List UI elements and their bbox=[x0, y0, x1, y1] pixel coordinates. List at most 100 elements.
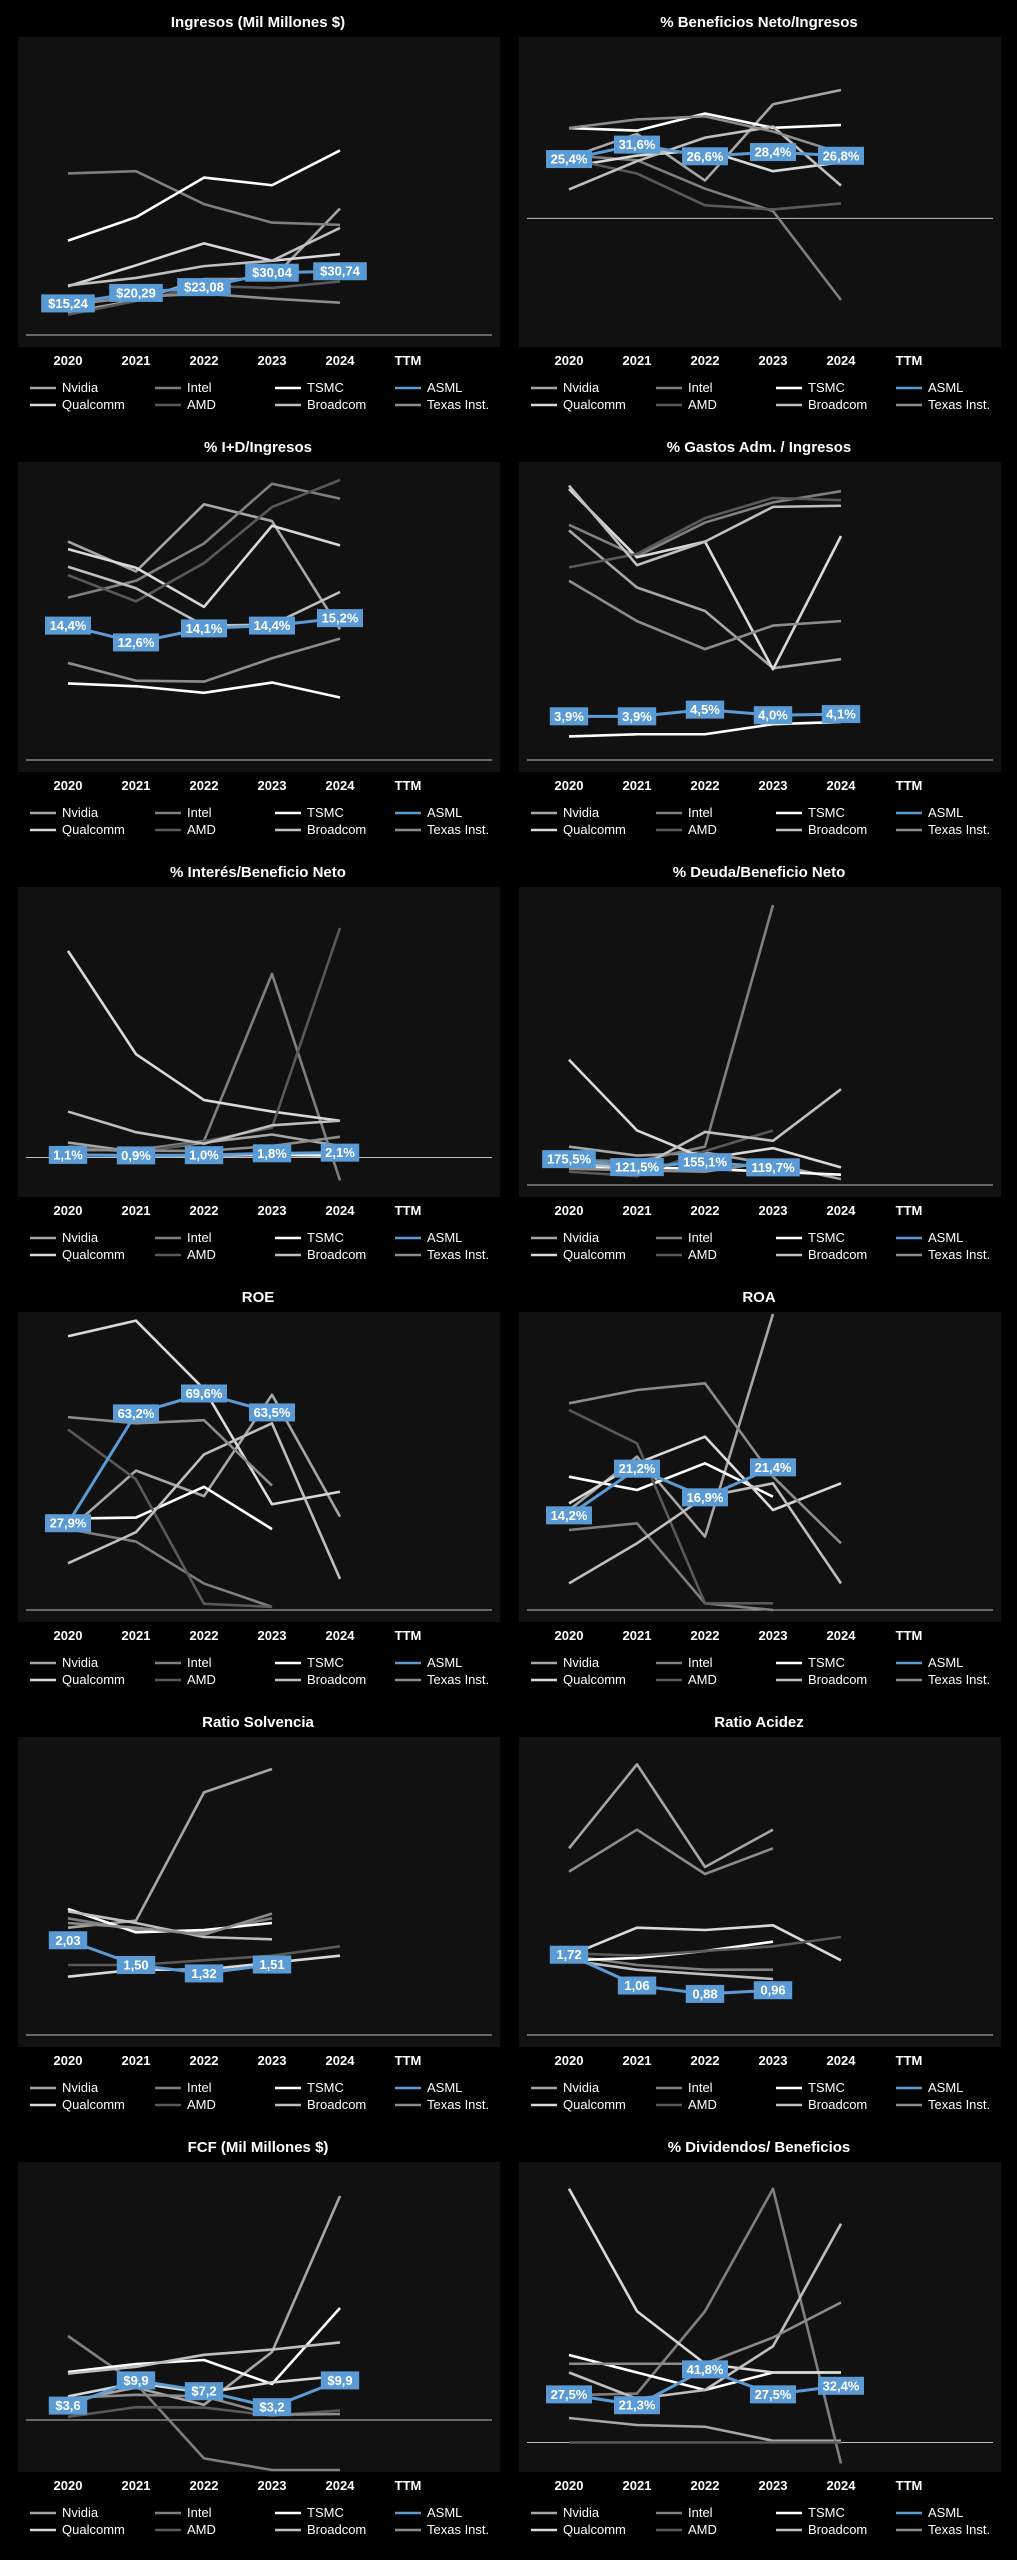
data-label-box bbox=[818, 2376, 864, 2395]
series-line-tsmc bbox=[67, 2307, 341, 2386]
data-label: 1,0% bbox=[189, 1148, 219, 1163]
x-tick-label: 2024 bbox=[827, 2478, 857, 2493]
data-label: 4,1% bbox=[826, 707, 856, 722]
x-tick-label: 2021 bbox=[623, 2053, 652, 2068]
x-tick-label: 2023 bbox=[759, 1203, 788, 1218]
chart-title: % Dividendos/ Beneficios bbox=[668, 2139, 851, 2156]
legend-label-asml: ASML bbox=[928, 2080, 963, 2095]
x-tick-label: TTM bbox=[896, 2478, 923, 2493]
x-tick-label: 2020 bbox=[555, 1203, 584, 1218]
data-label-box bbox=[317, 609, 363, 628]
x-tick-label: 2024 bbox=[827, 1628, 857, 1643]
series-line-texas-inst bbox=[67, 637, 341, 683]
legend-label-amd: AMD bbox=[187, 2097, 216, 2112]
legend-label-amd: AMD bbox=[187, 397, 216, 412]
data-label-box bbox=[746, 1158, 800, 1177]
legend-label-qualcomm: Qualcomm bbox=[62, 1672, 125, 1687]
series-line-broadcom bbox=[568, 1959, 774, 1981]
data-label-box bbox=[252, 2398, 292, 2417]
legend-label-amd: AMD bbox=[187, 822, 216, 837]
series-line-amd bbox=[568, 496, 842, 569]
data-label-box bbox=[753, 706, 793, 725]
legend-label-amd: AMD bbox=[187, 2522, 216, 2537]
legend-label-broadcom: Broadcom bbox=[808, 822, 867, 837]
plot-area bbox=[519, 37, 1001, 347]
legend-label-texas-inst: Texas Inst. bbox=[928, 822, 990, 837]
legend-label-tsmc: TSMC bbox=[808, 2080, 845, 2095]
legend-label-amd: AMD bbox=[688, 397, 717, 412]
data-label-box bbox=[109, 283, 163, 302]
chart-svg: ROA 2020 2021 2022 2023 2024 TTM 14,2% 21,2% 16,9… bbox=[519, 1289, 1001, 1687]
legend-label-asml: ASML bbox=[928, 1655, 963, 1670]
x-tick-label: 2024 bbox=[827, 353, 857, 368]
legend-label-intel: Intel bbox=[187, 1655, 212, 1670]
legend-label-amd: AMD bbox=[688, 822, 717, 837]
data-label: 21,3% bbox=[619, 2398, 656, 2413]
data-label: 1,51 bbox=[259, 1957, 284, 1972]
series-line-nvidia bbox=[67, 1393, 342, 1532]
chart-panel-deuda-beneficio-neto: % Deuda/Beneficio Neto 2020 2021 2022 2023 20… bbox=[509, 855, 1009, 1280]
plot-area bbox=[18, 1312, 500, 1622]
x-tick-label: 2024 bbox=[326, 1628, 356, 1643]
legend-label-asml: ASML bbox=[928, 380, 963, 395]
legend-label-intel: Intel bbox=[688, 2080, 713, 2095]
x-tick-label: 2023 bbox=[759, 1628, 788, 1643]
data-label-box bbox=[48, 1931, 88, 1950]
series-line-qualcomm bbox=[568, 1924, 842, 1962]
data-label-box bbox=[116, 2371, 156, 2390]
data-label: 15,2% bbox=[322, 611, 359, 626]
data-label: 26,8% bbox=[823, 148, 860, 163]
legend-label-tsmc: TSMC bbox=[808, 1230, 845, 1245]
legend-label-asml: ASML bbox=[928, 1230, 963, 1245]
chart-title: Ingresos (Mil Millones $) bbox=[171, 14, 345, 31]
series-line-nvidia bbox=[67, 2195, 342, 2407]
data-label: 0,96 bbox=[760, 1983, 785, 1998]
data-label: 155,1% bbox=[683, 1155, 728, 1170]
legend-label-asml: ASML bbox=[427, 1655, 462, 1670]
chart-panel-fcf-mil-millones: FCF (Mil Millones $) 2020 2021 2022 2023 2024… bbox=[8, 2130, 508, 2555]
chart-svg: Ingresos (Mil Millones $) 2020 2021 2022 202… bbox=[18, 14, 500, 412]
legend-label-qualcomm: Qualcomm bbox=[563, 2522, 626, 2537]
x-tick-label: TTM bbox=[395, 1203, 422, 1218]
x-tick-label: 2022 bbox=[190, 778, 219, 793]
legend-label-nvidia: Nvidia bbox=[563, 805, 600, 820]
series-line-intel bbox=[67, 482, 341, 599]
x-tick-label: 2021 bbox=[623, 778, 652, 793]
data-label-box bbox=[610, 1158, 664, 1177]
plot-area bbox=[519, 1737, 1001, 2047]
data-label: 4,5% bbox=[690, 702, 720, 717]
x-tick-label: 2023 bbox=[258, 1203, 287, 1218]
data-label-box bbox=[617, 707, 657, 726]
data-label: 119,7% bbox=[751, 1160, 795, 1175]
x-tick-label: 2022 bbox=[190, 2478, 219, 2493]
legend-label-qualcomm: Qualcomm bbox=[563, 822, 626, 837]
series-line-tsmc bbox=[67, 1485, 273, 1531]
data-label-box bbox=[116, 1146, 156, 1165]
chart-title: FCF (Mil Millones $) bbox=[188, 2139, 329, 2156]
data-label: 31,6% bbox=[619, 137, 656, 152]
series-line-intel bbox=[568, 2187, 843, 2464]
legend-label-amd: AMD bbox=[187, 1247, 216, 1262]
data-label: $3,2 bbox=[259, 2400, 284, 2415]
series-line-texas-inst bbox=[67, 1415, 273, 1487]
data-label-box bbox=[184, 2382, 224, 2401]
x-tick-label: 2020 bbox=[555, 2053, 584, 2068]
legend-label-qualcomm: Qualcomm bbox=[62, 1247, 125, 1262]
chart-svg: % Deuda/Beneficio Neto 2020 2021 2022 2023 20… bbox=[519, 864, 1001, 1262]
legend-label-texas-inst: Texas Inst. bbox=[928, 1672, 990, 1687]
data-label: 1,72 bbox=[556, 1947, 581, 1962]
x-tick-label: TTM bbox=[395, 2053, 422, 2068]
legend-label-tsmc: TSMC bbox=[307, 1230, 344, 1245]
data-label: $20,29 bbox=[116, 285, 156, 300]
data-label: 4,0% bbox=[758, 708, 788, 723]
legend-label-broadcom: Broadcom bbox=[808, 2522, 867, 2537]
legend-label-broadcom: Broadcom bbox=[307, 2097, 366, 2112]
legend-label-texas-inst: Texas Inst. bbox=[928, 2097, 990, 2112]
x-tick-label: 2022 bbox=[691, 778, 720, 793]
legend-label-nvidia: Nvidia bbox=[563, 1655, 600, 1670]
legend-label-intel: Intel bbox=[187, 380, 212, 395]
data-label: 0,88 bbox=[692, 1986, 717, 2001]
legend-label-texas-inst: Texas Inst. bbox=[928, 397, 990, 412]
data-label-box bbox=[614, 1459, 660, 1478]
